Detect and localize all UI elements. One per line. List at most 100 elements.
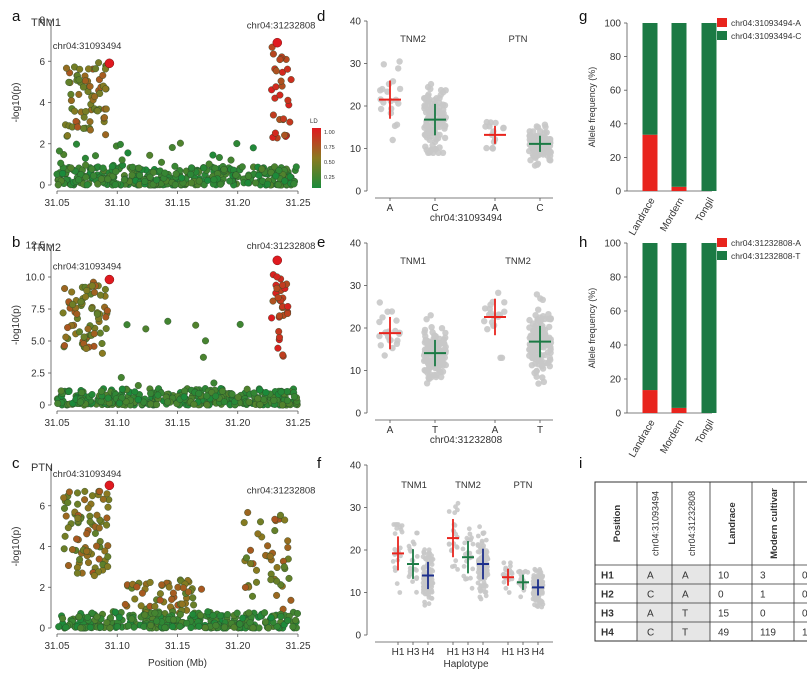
y-tick-label: 0 (355, 187, 361, 198)
phenotype-point (422, 577, 428, 583)
snp-point (203, 392, 211, 400)
phenotype-point (481, 543, 486, 549)
y-tick-label: 6 (39, 57, 45, 68)
table-cell: 15 (718, 609, 730, 620)
snp-point (254, 530, 262, 538)
y-tick-label: 12.5 (26, 241, 46, 252)
snp-annotation: chr04:31232808 (247, 20, 316, 31)
snp-point (82, 173, 90, 181)
snp-point (81, 154, 89, 162)
snp-point (83, 181, 91, 189)
snp-point (242, 554, 250, 562)
snp-point (203, 401, 211, 409)
y-axis-label: Allele frequency (%) (587, 288, 597, 369)
snp-point (102, 105, 110, 113)
phenotype-point (420, 554, 426, 560)
x-tick-label: H3 (517, 647, 530, 658)
ld-color-bar (312, 128, 321, 188)
phenotype-point (393, 317, 400, 324)
x-tick-label: A (387, 203, 394, 214)
group-TNM2-A: A (481, 289, 508, 436)
snp-point (245, 609, 253, 617)
legend-swatch (717, 238, 727, 247)
snp-point (284, 310, 292, 318)
phenotype-point (476, 557, 481, 563)
phenotype-point (484, 326, 491, 333)
snp-point (79, 83, 87, 91)
bar-segment (671, 186, 687, 191)
snp-point (195, 622, 203, 630)
snp-point (83, 613, 91, 621)
snp-point (75, 176, 83, 184)
phenotype-point (484, 555, 490, 561)
phenotype-point (432, 373, 440, 381)
snp-point (101, 85, 109, 93)
x-tick-label: 31.15 (165, 198, 190, 209)
phenotype-point (481, 580, 487, 585)
manhattan-plot-a: 0 2 4 6 8 31.05 31.10 31.15 31.20 31.25 -log10(p) T… (11, 16, 335, 210)
phenotype-point (425, 91, 432, 98)
snp-point (153, 401, 161, 409)
panel-label-f: f (317, 455, 322, 472)
snp-point (62, 333, 70, 341)
x-axis-label: chr04:31232808 (430, 435, 503, 446)
phenotype-point (408, 548, 413, 554)
snp-point (113, 623, 121, 631)
snp-point (104, 563, 112, 571)
y-tick-label: 80 (610, 273, 622, 284)
trait-label: PTN (514, 480, 533, 491)
phenotype-point (414, 567, 419, 573)
phenotype-point (390, 559, 396, 564)
snp-point (236, 320, 244, 328)
snp-point (93, 542, 101, 550)
phenotype-point (439, 149, 447, 156)
snp-point (138, 589, 146, 597)
phenotype-point (426, 96, 433, 103)
snp-point (223, 611, 231, 619)
phenotype-point (414, 589, 419, 595)
y-tick-label: 10.0 (26, 273, 46, 284)
phenotype-point (535, 572, 541, 578)
snp-point (179, 584, 187, 592)
snp-point (280, 563, 288, 571)
snp-point (93, 310, 101, 318)
phenotype-point (421, 564, 427, 570)
snp-point (232, 171, 240, 179)
snp-point (212, 392, 220, 400)
snp-point (146, 173, 154, 181)
snp-point (63, 64, 71, 72)
lead-snp-point (104, 480, 115, 491)
snp-point (279, 281, 287, 289)
phenotype-point (426, 601, 432, 607)
snp-point (103, 619, 111, 627)
table-cell: 49 (718, 628, 730, 639)
phenotype-point (539, 296, 546, 303)
phenotype-point (453, 558, 459, 564)
table-cell: C (647, 590, 654, 601)
table-header: Landrace (727, 502, 738, 544)
snp-point (86, 82, 94, 90)
snp-point (264, 180, 272, 188)
snp-point (124, 622, 132, 630)
phenotype-point (435, 149, 442, 156)
snp-point (276, 91, 284, 99)
phenotype-point (468, 575, 473, 581)
y-tick-label: 40 (350, 17, 362, 28)
x-tick-label: C (536, 203, 543, 214)
haplotype-table: Position chr04:31093494 chr04:31232808 Land… (594, 481, 807, 642)
snp-point (216, 612, 224, 620)
x-tick-label: 31.20 (225, 641, 250, 652)
snp-point (271, 94, 279, 102)
phenotype-point (535, 380, 542, 387)
snp-point (262, 389, 270, 397)
phenotype-point (392, 531, 398, 536)
snp-point (158, 581, 166, 589)
snp-point (116, 140, 124, 148)
snp-point (255, 171, 263, 179)
phenotype-point (441, 123, 448, 130)
snp-point (262, 618, 270, 626)
snp-point (117, 374, 125, 382)
lead-snp-point (272, 255, 283, 266)
snp-point (75, 76, 83, 84)
table-cell: A (647, 571, 654, 582)
